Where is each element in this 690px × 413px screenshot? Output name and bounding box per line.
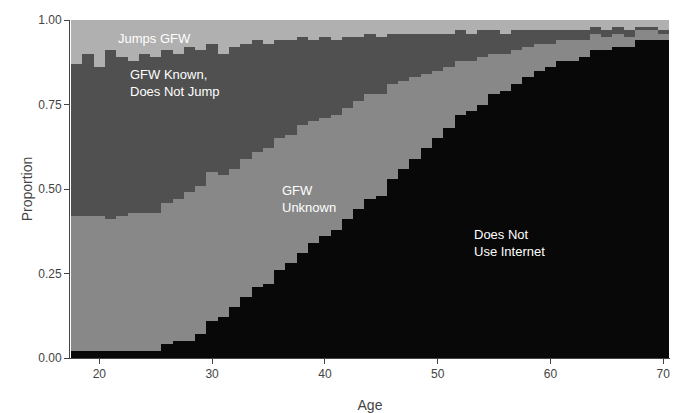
svg-text:40: 40 xyxy=(318,367,332,381)
svg-text:Age: Age xyxy=(358,397,383,413)
svg-text:70: 70 xyxy=(657,367,671,381)
svg-text:60: 60 xyxy=(544,367,558,381)
svg-text:0.25: 0.25 xyxy=(38,267,62,281)
svg-text:20: 20 xyxy=(93,367,107,381)
svg-text:GFW Known,Does Not Jump: GFW Known,Does Not Jump xyxy=(130,67,220,99)
svg-text:Jumps GFW: Jumps GFW xyxy=(118,31,191,46)
svg-text:Does NotUse Internet: Does NotUse Internet xyxy=(474,227,545,259)
svg-text:0.50: 0.50 xyxy=(38,182,62,196)
svg-text:GFWUnknown: GFWUnknown xyxy=(282,183,336,215)
svg-text:30: 30 xyxy=(205,367,219,381)
svg-text:50: 50 xyxy=(431,367,445,381)
svg-text:1.00: 1.00 xyxy=(38,13,62,27)
svg-text:Proportion: Proportion xyxy=(19,157,35,222)
svg-text:0.00: 0.00 xyxy=(38,351,62,365)
svg-text:0.75: 0.75 xyxy=(38,98,62,112)
